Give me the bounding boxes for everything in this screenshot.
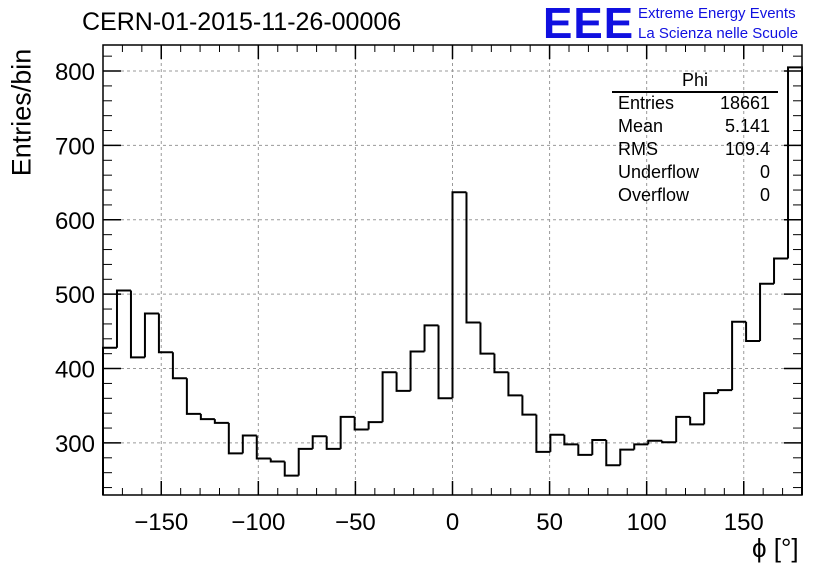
x-tick-label: −150: [134, 509, 188, 536]
histogram-bin: [549, 433, 565, 452]
histogram-bin: [451, 191, 467, 399]
histogram-bin: [675, 415, 691, 443]
histogram-bin: [227, 422, 243, 455]
histogram-bin: [423, 324, 439, 352]
y-axis-label: Entries/bin: [6, 48, 37, 177]
stats-box: Phi Entries 18661 Mean 5.141 RMS 109.4 U…: [612, 70, 778, 208]
axes: −150 −100 −50 0 50 100 150 300 400 500 600 700 800: [55, 45, 803, 536]
histogram-bin: [717, 389, 733, 394]
x-axis-label: ϕ [°]: [752, 533, 799, 563]
histogram-bin: [493, 353, 509, 374]
histogram-bin: [367, 421, 383, 430]
histogram-bin: [787, 66, 803, 495]
stats-row-mean: Mean 5.141: [612, 116, 778, 139]
stats-value: 0: [759, 185, 770, 205]
histogram-bin: [353, 416, 369, 431]
x-tick-label: 150: [724, 509, 764, 536]
stats-label: Overflow: [618, 185, 690, 205]
y-tick-label: 500: [55, 282, 95, 309]
histogram-bin: [213, 419, 229, 424]
y-tick-label: 300: [55, 431, 95, 458]
histogram-bin: [703, 392, 719, 425]
x-tick-label: 100: [627, 509, 667, 536]
histogram-bin: [199, 413, 215, 421]
histogram-bin: [479, 322, 495, 355]
histogram-bin: [409, 350, 425, 391]
histogram-bin: [381, 371, 397, 423]
x-tick-label: 50: [536, 509, 563, 536]
histogram-bin: [437, 325, 453, 400]
stats-label: Mean: [618, 116, 664, 136]
histogram-bin: [339, 415, 355, 449]
stats-row-entries: Entries 18661: [612, 93, 778, 116]
histogram-bin: [115, 289, 131, 348]
stats-row-rms: RMS 109.4: [612, 139, 778, 162]
stats-value: 5.141: [724, 116, 770, 136]
stats-label: Entries: [618, 93, 675, 113]
stats-label: RMS: [618, 139, 658, 159]
stats-row-underflow: Underflow 0: [612, 162, 778, 185]
logo-line-1: Extreme Energy Events: [638, 5, 796, 22]
histogram-bin: [535, 414, 551, 453]
histogram-bin: [325, 436, 341, 450]
stats-value: 0: [759, 162, 770, 182]
y-tick-label: 400: [55, 357, 95, 384]
histogram-bin: [759, 282, 775, 342]
stats-value: 18661: [719, 93, 770, 113]
histogram-bin: [297, 447, 313, 476]
x-tick-label: 0: [446, 509, 459, 536]
stats-value: 109.4: [724, 139, 770, 159]
stats-row-overflow: Overflow 0: [612, 185, 778, 208]
histogram-bin: [605, 439, 621, 467]
histogram-bin: [143, 312, 159, 358]
y-tick-label: 600: [55, 208, 95, 235]
histogram-bin: [255, 435, 271, 460]
run-title: CERN-01-2015-11-26-00006: [82, 8, 402, 36]
histogram-bin: [619, 448, 635, 466]
logo-line-2: La Scienza nelle Scuole: [638, 25, 799, 42]
histogram-bin: [661, 440, 677, 444]
histogram-bin: [773, 257, 789, 284]
histogram-bin: [731, 320, 747, 391]
stats-label: Underflow: [618, 162, 700, 182]
y-tick-label: 800: [55, 59, 95, 86]
histogram-bin: [465, 192, 481, 324]
histogram-bin: [633, 443, 649, 450]
histogram-bin: [171, 352, 187, 380]
y-tick-label: 700: [55, 133, 95, 160]
histogram-bin: [241, 434, 257, 454]
histogram-bin: [129, 290, 145, 359]
x-tick-label: −50: [335, 509, 376, 536]
histogram-bin: [283, 461, 299, 477]
histogram-bin: [521, 395, 537, 416]
histogram-bin: [311, 435, 327, 449]
histogram-bin: [185, 378, 201, 415]
histogram-bin: [269, 458, 285, 463]
histogram-bin: [745, 321, 761, 343]
histogram-bin: [689, 416, 705, 426]
histogram-bin: [157, 313, 173, 354]
eee-logo: EEE: [543, 0, 635, 48]
histogram-bin: [591, 438, 607, 455]
stats-title: Phi: [612, 70, 778, 93]
x-tick-label: −100: [231, 509, 285, 536]
histogram-bin: [577, 444, 593, 456]
histogram-bin: [507, 372, 523, 397]
histogram-bin: [647, 439, 663, 445]
histogram-bin: [395, 372, 411, 392]
histogram-bin: [563, 434, 579, 446]
plot-frame: [102, 44, 803, 496]
